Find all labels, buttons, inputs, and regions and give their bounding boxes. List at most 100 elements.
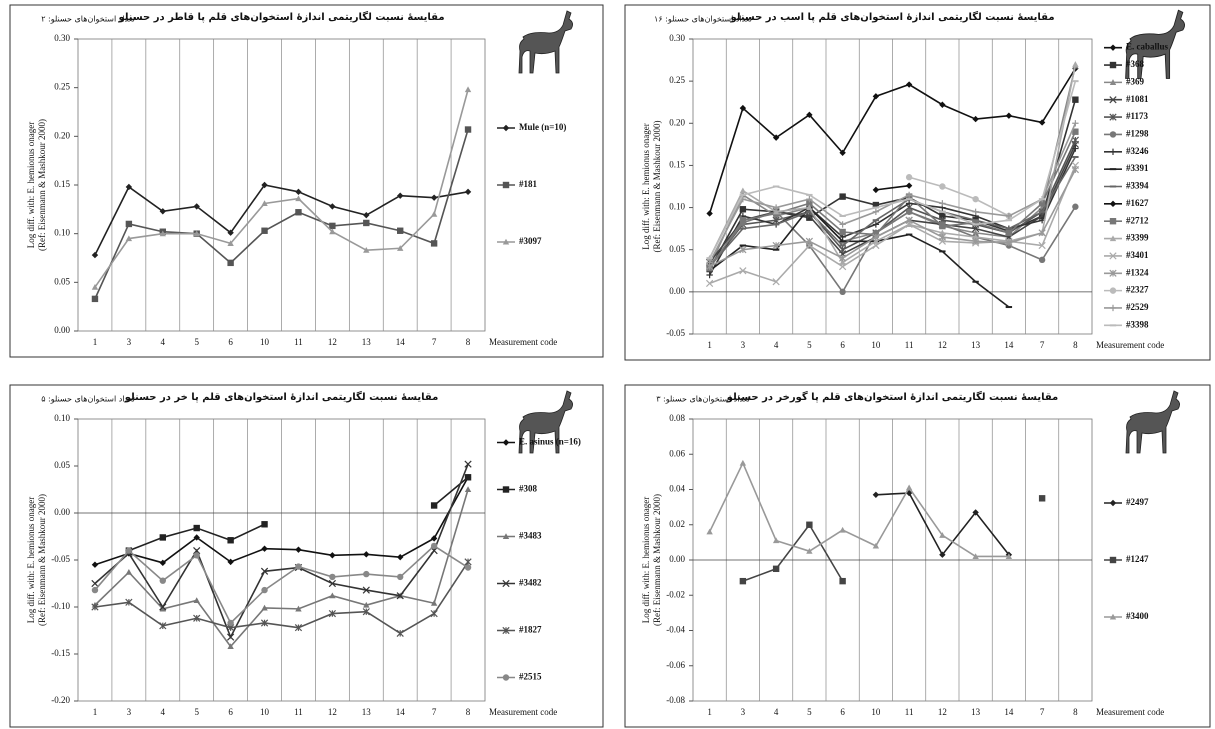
data-point [193, 614, 201, 622]
legend-label: #3394 [1126, 181, 1149, 191]
data-point [294, 624, 303, 632]
y-axis-label: Log diff. with: E. hemionus onager [26, 122, 36, 249]
data-point [363, 570, 370, 578]
data-point [464, 460, 472, 468]
chart-panel: مقایسهٔ نسبت لگاریتمی اندازهٔ استخوان‌ها… [9, 384, 604, 728]
y-tick-label: 0.08 [669, 413, 685, 423]
data-point [430, 535, 438, 542]
series-line [708, 68, 1077, 214]
data-point [464, 188, 472, 196]
y-tick-label: 0.10 [54, 413, 70, 423]
data-point [1072, 61, 1079, 67]
data-point [125, 598, 133, 606]
data-point [739, 267, 747, 275]
legend-marker [1109, 61, 1117, 69]
data-point [939, 183, 946, 190]
chart-panel: مقایسهٔ نسبت لگاریتمی اندازهٔ استخوان‌ها… [624, 384, 1211, 728]
y-axis-label: Log diff. with: E. hemionus onager [641, 123, 651, 250]
data-point [125, 235, 133, 242]
data-point [1038, 256, 1046, 264]
data-point [872, 233, 880, 241]
data-point [193, 230, 200, 237]
series-line [708, 206, 1077, 294]
series-line [708, 80, 1077, 259]
legend-label: #2497 [1126, 497, 1149, 507]
chart-subtitle: تعداد استخوان‌های حسنلو: ۵ [41, 395, 135, 404]
data-point [939, 200, 946, 207]
data-point [839, 149, 846, 156]
animal-illustration [1125, 390, 1180, 454]
chart-title: مقایسهٔ نسبت لگاریتمی اندازهٔ استخوان‌ها… [726, 390, 1058, 403]
legend-label: #1324 [1126, 267, 1149, 277]
data-point [905, 484, 913, 491]
legend-marker [1109, 556, 1117, 564]
data-point [464, 126, 472, 133]
data-point [260, 567, 269, 575]
data-point [806, 195, 813, 203]
data-point [464, 558, 472, 566]
legend-label: #1827 [519, 625, 542, 635]
x-tick-label: 12 [328, 337, 337, 347]
x-tick-label: 10 [260, 707, 270, 717]
data-point [1072, 96, 1079, 103]
legend-marker [502, 439, 510, 446]
data-point [397, 573, 404, 581]
data-point [839, 228, 846, 236]
data-point [772, 241, 780, 250]
data-point [739, 104, 747, 112]
legend-marker [1109, 218, 1117, 225]
y-tick-label: 0.30 [669, 33, 685, 43]
x-tick-label: 4 [161, 707, 166, 717]
legend-marker [502, 181, 510, 189]
x-tick-label: 14 [1004, 707, 1014, 717]
data-point [806, 547, 813, 554]
x-tick-label: 6 [840, 707, 845, 717]
data-point [329, 228, 336, 235]
x-tick-label: 7 [1040, 707, 1045, 717]
data-point [159, 605, 166, 612]
data-point [329, 552, 336, 559]
legend-marker [1109, 96, 1117, 104]
data-point [430, 609, 438, 618]
series-line [94, 129, 469, 300]
legend-marker [1109, 613, 1117, 620]
legend-marker [1109, 235, 1117, 242]
legend-label: #368 [1126, 59, 1145, 69]
y-tick-label: -0.10 [51, 601, 70, 611]
x-tick-label: 5 [194, 337, 199, 347]
y-tick-label: 0.04 [669, 484, 685, 494]
data-point [1038, 495, 1046, 502]
y-tick-label: 0.20 [54, 130, 70, 140]
data-point [125, 547, 133, 554]
legend-marker [502, 674, 510, 681]
legend-label: #3483 [519, 531, 542, 541]
legend-label: #1173 [1126, 111, 1149, 121]
x-axis-label: Measurement code [489, 707, 557, 717]
x-tick-label: 4 [161, 337, 166, 347]
data-point [91, 586, 99, 594]
legend-label: #2712 [1126, 215, 1149, 225]
data-point [1038, 200, 1046, 207]
data-point [739, 577, 747, 585]
y-tick-label: 0.25 [669, 75, 685, 85]
y-tick-label: 0.00 [54, 507, 70, 517]
y-tick-label: 0.02 [669, 519, 685, 529]
y-tick-label: 0.10 [54, 228, 70, 238]
data-point [397, 245, 404, 251]
data-point [939, 532, 946, 538]
data-point [772, 204, 780, 211]
data-point [939, 229, 946, 236]
data-point [905, 208, 913, 215]
x-tick-label: 8 [1073, 707, 1078, 717]
data-point [706, 259, 713, 266]
y-axis-label: (Ref: Eisenmann & Mashkour 2000) [652, 494, 662, 626]
panel-frame [9, 384, 604, 728]
data-point [295, 546, 302, 553]
legend-label: #1627 [1126, 198, 1149, 208]
x-tick-label: 13 [971, 340, 981, 350]
data-point [772, 537, 780, 544]
chart-title: مقایسهٔ نسبت لگاریتمی اندازهٔ استخوان‌ها… [124, 390, 439, 403]
panel-frame [9, 4, 604, 358]
legend-label: #3399 [1126, 233, 1149, 243]
